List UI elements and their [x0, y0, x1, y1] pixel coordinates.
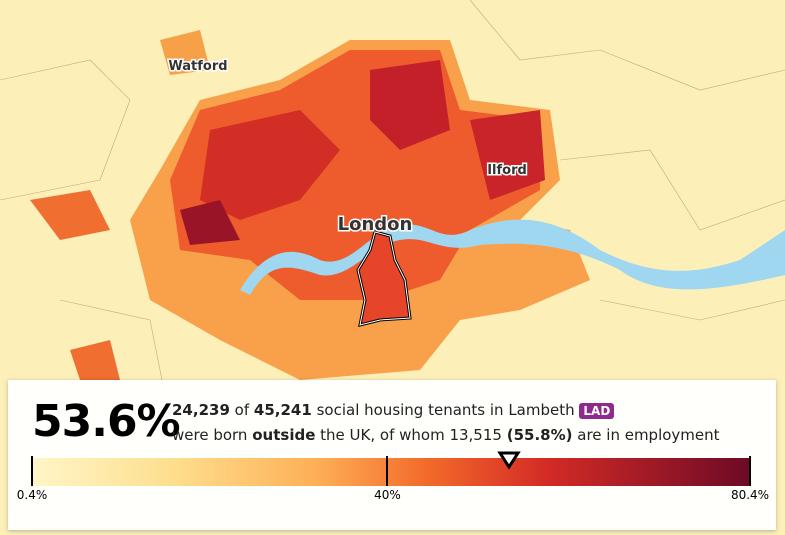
- total: 45,241: [253, 401, 312, 419]
- info-panel: 53.6% 24,239 of 45,241 social housing te…: [8, 380, 776, 530]
- emphasis: outside: [252, 426, 316, 444]
- badge: LAD: [579, 403, 615, 419]
- place-label: Ilford: [487, 163, 527, 178]
- description: 24,239 of 45,241 social housing tenants …: [172, 398, 720, 447]
- scale-tick-label: 40%: [374, 488, 401, 502]
- share: (55.8%): [506, 426, 573, 444]
- text: social housing tenants in Lambeth: [316, 401, 575, 419]
- area: [160, 30, 210, 75]
- boundaries: [0, 0, 785, 421]
- scale-tick: [386, 456, 389, 486]
- text: of: [234, 401, 250, 419]
- text: the UK, of whom 13,515: [320, 426, 502, 444]
- count: 24,239: [172, 401, 230, 419]
- scale-tick-label: 80.4%: [730, 488, 770, 502]
- dark-area: [470, 110, 545, 200]
- value-marker: [497, 451, 522, 470]
- scale-tick: [749, 456, 751, 486]
- scale-tick: [31, 456, 33, 486]
- text: were born: [172, 426, 248, 444]
- color-scale: [32, 458, 750, 486]
- headline: 53.6%: [32, 396, 181, 447]
- dark-area: [370, 60, 450, 150]
- dark-area: [180, 200, 240, 245]
- text: are in employment: [577, 426, 720, 444]
- lambeth-outline-inner: [357, 231, 411, 326]
- area: [30, 190, 110, 240]
- place-label: Watford: [168, 59, 227, 74]
- scale-tick-label: 0.4%: [16, 488, 48, 502]
- area: [70, 340, 120, 380]
- place-label: London: [338, 214, 413, 235]
- dark-area: [200, 110, 340, 220]
